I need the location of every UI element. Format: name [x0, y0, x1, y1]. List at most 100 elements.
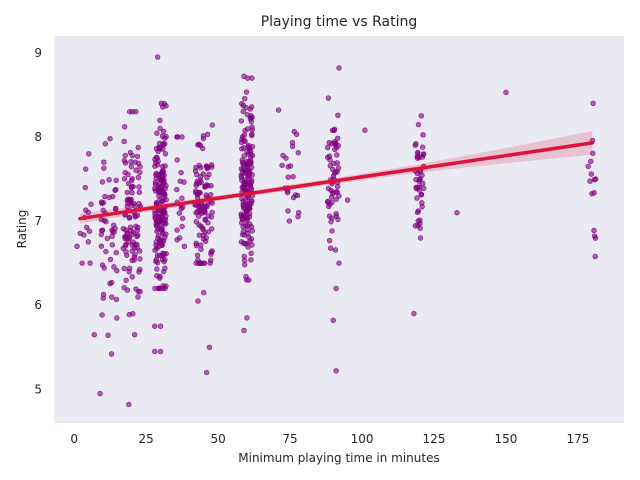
data-point [420, 132, 426, 138]
data-point [112, 225, 118, 232]
data-point [333, 189, 340, 195]
data-point [85, 239, 92, 245]
data-point [585, 163, 591, 169]
data-point [124, 189, 130, 196]
data-point [248, 154, 254, 160]
data-point [163, 182, 169, 189]
data-point [238, 118, 245, 124]
data-point [241, 327, 247, 334]
data-point [126, 401, 132, 408]
data-point [113, 177, 119, 183]
data-point [249, 228, 255, 234]
data-point [418, 192, 424, 198]
plot-background [54, 36, 624, 423]
data-point [178, 169, 184, 176]
data-point [588, 171, 595, 177]
data-point [336, 260, 342, 266]
data-point [591, 227, 597, 234]
data-point [419, 144, 426, 150]
data-point [154, 155, 160, 161]
x-tick-label: 100 [351, 432, 374, 446]
data-point [411, 310, 417, 317]
data-point [136, 189, 143, 195]
data-point [137, 164, 143, 170]
data-point [121, 138, 127, 145]
data-point [209, 209, 215, 216]
data-point [420, 151, 427, 157]
data-point [163, 133, 169, 140]
data-point [129, 184, 135, 190]
data-point [239, 100, 245, 107]
data-point [134, 212, 141, 218]
data-point [158, 226, 164, 232]
data-point [292, 192, 299, 198]
data-point [107, 136, 113, 142]
data-point [86, 228, 93, 234]
data-point [134, 153, 141, 160]
data-point [208, 214, 215, 220]
data-point [106, 194, 112, 201]
data-point [155, 235, 161, 241]
data-point [101, 159, 107, 165]
data-point [201, 260, 208, 266]
data-point [285, 174, 291, 180]
data-point [125, 171, 131, 178]
data-point [84, 224, 90, 231]
data-point [249, 127, 255, 133]
data-point [108, 279, 115, 286]
data-point [125, 200, 131, 206]
data-point [163, 283, 169, 289]
data-point [155, 218, 162, 224]
data-point [414, 195, 420, 201]
data-point [162, 163, 168, 169]
data-point [98, 243, 105, 249]
data-point [334, 152, 340, 158]
data-point [129, 274, 135, 280]
data-point [159, 242, 165, 248]
data-point [245, 160, 251, 166]
data-point [126, 268, 132, 275]
data-point [160, 220, 166, 227]
data-point [174, 227, 180, 233]
data-point [162, 265, 168, 271]
data-point [136, 269, 142, 275]
y-tick-label: 5 [34, 382, 42, 396]
data-point [295, 150, 302, 156]
data-point [154, 228, 160, 234]
data-point [152, 247, 158, 253]
data-point [329, 141, 335, 147]
chart-title: Playing time vs Rating [261, 14, 418, 30]
data-point [130, 229, 137, 236]
data-point [121, 124, 128, 130]
data-point [243, 105, 249, 111]
x-tick-label: 125 [423, 432, 446, 446]
data-point [336, 65, 342, 71]
data-point [195, 298, 201, 304]
data-point [591, 176, 598, 183]
data-point [86, 151, 92, 157]
data-point [329, 127, 336, 134]
data-point [240, 108, 246, 115]
data-point [179, 195, 185, 201]
regression-line [78, 141, 595, 221]
data-point [412, 142, 419, 148]
data-point [590, 100, 596, 107]
data-point [154, 259, 161, 266]
data-point [154, 54, 161, 60]
data-point [121, 265, 127, 272]
data-point [88, 201, 94, 207]
data-point [135, 144, 141, 151]
data-point [285, 164, 291, 170]
data-point [113, 296, 120, 303]
data-point [239, 184, 245, 190]
data-point [194, 171, 200, 178]
data-point [152, 323, 158, 329]
data-point [137, 256, 143, 262]
data-point [128, 158, 134, 165]
data-point [202, 216, 208, 223]
data-point [174, 157, 180, 163]
data-point [136, 201, 142, 207]
data-point [592, 253, 598, 260]
y-tick-labels: 5 6 7 8 9 [34, 46, 42, 397]
data-point [200, 135, 207, 142]
